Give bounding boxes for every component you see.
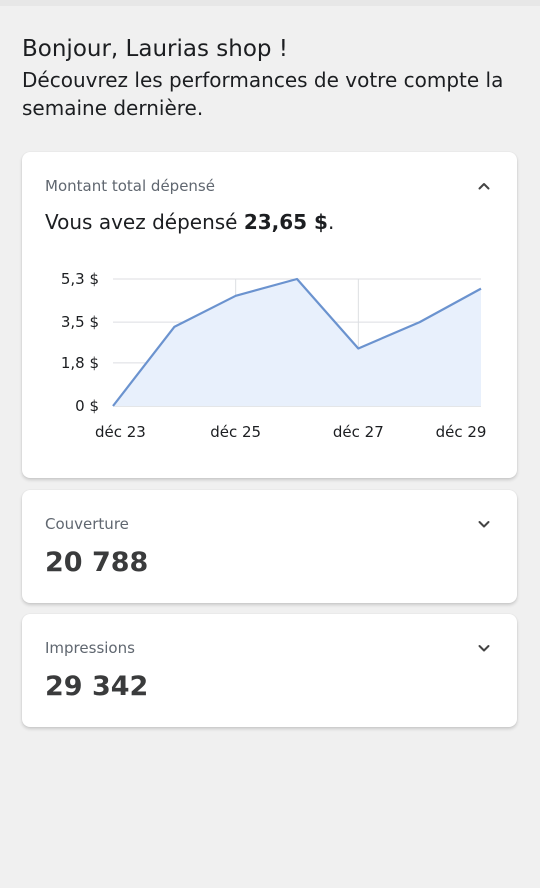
spend-card[interactable]: Montant total dépensé Vous avez dépensé … — [22, 152, 517, 478]
impressions-card[interactable]: Impressions 29 342 — [22, 614, 517, 727]
x-axis-labels: déc 23 déc 25 déc 27 déc 29 — [95, 423, 486, 441]
spend-summary-suffix: . — [327, 210, 335, 234]
impressions-value: 29 342 — [45, 671, 149, 702]
y-tick-label: 0 $ — [75, 397, 99, 415]
reach-value: 20 788 — [45, 547, 149, 578]
greeting-subtitle: Découvrez les performances de votre comp… — [22, 68, 504, 120]
y-tick-label: 1,8 $ — [61, 354, 99, 372]
x-tick-label: déc 27 — [333, 423, 384, 441]
y-tick-label: 3,5 $ — [61, 313, 99, 331]
y-tick-label: 5,3 $ — [61, 270, 99, 288]
chevron-up-icon[interactable] — [477, 179, 491, 193]
x-tick-label: déc 29 — [436, 423, 487, 441]
spend-summary: Vous avez dépensé 23,65 $. — [45, 210, 334, 234]
impressions-card-label: Impressions — [45, 639, 135, 657]
chart-area-fill — [113, 279, 481, 406]
chevron-down-icon[interactable] — [477, 641, 491, 655]
chart-line — [112, 277, 482, 407]
spend-card-label: Montant total dépensé — [45, 177, 215, 195]
x-tick-label: déc 23 — [95, 423, 146, 441]
spend-chart: 5,3 $3,5 $1,8 $0 $ déc 23 déc 25 déc 27 déc… — [61, 270, 487, 441]
chevron-down-icon[interactable] — [477, 517, 491, 531]
reach-card[interactable]: Couverture 20 788 — [22, 490, 517, 603]
reach-card-label: Couverture — [45, 515, 129, 533]
y-axis-labels: 5,3 $ 3,5 $ 1,8 $ 0 $ — [61, 270, 99, 415]
top-strip — [0, 0, 540, 6]
greeting-title: Bonjour, Laurias shop ! — [22, 36, 289, 62]
greeting-section: Bonjour, Laurias shop ! Découvrez les pe… — [0, 6, 540, 122]
spend-summary-prefix: Vous avez dépensé — [45, 210, 244, 234]
x-tick-label: déc 25 — [210, 423, 261, 441]
spend-amount: 23,65 $ — [243, 210, 328, 234]
